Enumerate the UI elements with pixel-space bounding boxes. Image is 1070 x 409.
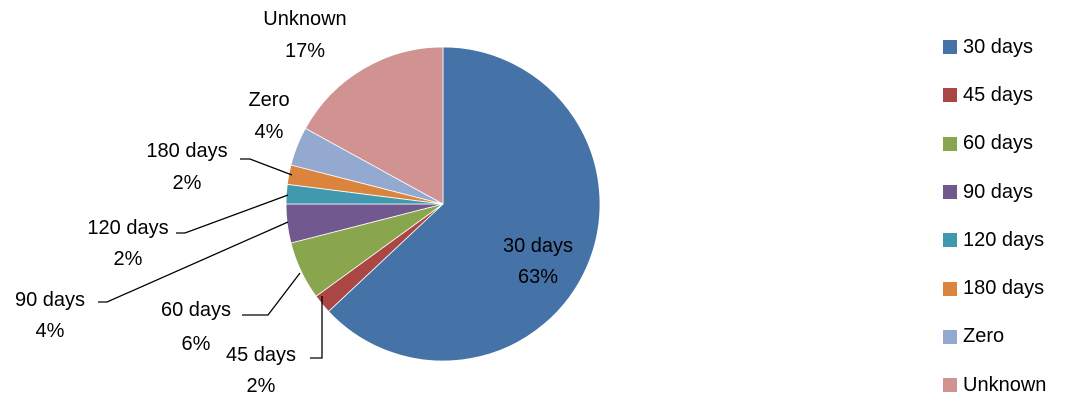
- pie-slices: [285, 46, 601, 362]
- leader-line-120-days: [176, 194, 289, 234]
- data-label-name-60-days: 60 days: [161, 299, 231, 321]
- legend-swatch-120-days: [943, 233, 957, 248]
- legend-item-90-days: 90 days: [943, 168, 1068, 216]
- data-label-pct-zero: 4%: [255, 121, 284, 143]
- data-label-name-30-days: 30 days: [503, 235, 573, 257]
- legend-label-120-days: 120 days: [963, 228, 1045, 251]
- legend: 30 days 45 days 60 days 90 days 120 days…: [943, 23, 1068, 409]
- legend-swatch-zero: [943, 329, 957, 344]
- legend-swatch-60-days: [943, 136, 957, 151]
- data-label-pct-180-days: 2%: [173, 172, 202, 194]
- legend-item-30-days: 30 days: [943, 23, 1068, 71]
- data-label-pct-30-days: 63%: [518, 266, 558, 288]
- leader-line-45-days: [310, 296, 323, 359]
- data-labels: 30 days 63% 45 days 2% 60 days 6% 90 day…: [15, 8, 573, 397]
- legend-item-60-days: 60 days: [943, 120, 1068, 168]
- data-label-pct-120-days: 2%: [114, 248, 143, 270]
- legend-label-30-days: 30 days: [963, 35, 1034, 58]
- data-label-name-unknown: Unknown: [263, 8, 346, 30]
- data-label-name-zero: Zero: [248, 89, 289, 111]
- legend-item-120-days: 120 days: [943, 216, 1068, 264]
- pie-slice-unknown: [304, 46, 444, 205]
- data-label-name-45-days: 45 days: [226, 344, 296, 366]
- data-label-pct-unknown: 17%: [285, 40, 325, 62]
- data-label-pct-60-days: 6%: [182, 333, 211, 355]
- pie-slice-30-days: [327, 46, 601, 362]
- legend-swatch-180-days: [943, 281, 957, 296]
- data-label-name-120-days: 120 days: [87, 217, 168, 239]
- leader-lines: [98, 158, 323, 359]
- legend-label-zero: Zero: [963, 325, 1005, 348]
- legend-item-45-days: 45 days: [943, 71, 1068, 119]
- legend-item-180-days: 180 days: [943, 264, 1068, 312]
- data-label-pct-90-days: 4%: [36, 320, 65, 342]
- legend-swatch-45-days: [943, 88, 957, 103]
- legend-swatch-unknown: [943, 378, 957, 393]
- legend-label-90-days: 90 days: [963, 180, 1034, 203]
- legend-label-45-days: 45 days: [963, 83, 1034, 106]
- data-label-name-90-days: 90 days: [15, 289, 85, 311]
- legend-item-zero: Zero: [943, 313, 1068, 361]
- leader-line-90-days: [98, 221, 289, 303]
- legend-label-unknown: Unknown: [963, 373, 1047, 396]
- legend-item-unknown: Unknown: [943, 361, 1068, 409]
- legend-label-180-days: 180 days: [963, 277, 1045, 300]
- legend-swatch-90-days: [943, 185, 957, 200]
- data-label-name-180-days: 180 days: [146, 140, 227, 162]
- pie-chart: 30 days 63% 45 days 2% 60 days 6% 90 day…: [15, 8, 601, 397]
- leader-line-60-days: [242, 272, 301, 316]
- data-label-pct-45-days: 2%: [247, 375, 276, 397]
- legend-swatch-30-days: [943, 40, 957, 55]
- legend-label-60-days: 60 days: [963, 132, 1034, 155]
- leader-line-180-days: [240, 158, 293, 176]
